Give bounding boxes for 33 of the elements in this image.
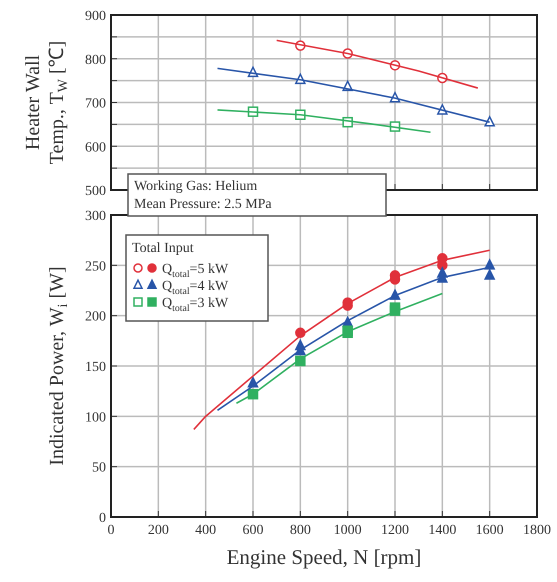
point xyxy=(484,116,495,127)
legend-label: Q$_{total}$=5 kW xyxy=(162,262,229,280)
x-tick-label: 1400 xyxy=(428,523,456,538)
x-tick-label: 400 xyxy=(195,523,216,538)
x-tick-label: 200 xyxy=(148,523,169,538)
annotation: Working Gas: Helium xyxy=(134,179,258,194)
line-series xyxy=(216,109,432,134)
x-tick-label: 600 xyxy=(242,523,264,538)
legend-title: Total Input xyxy=(132,241,194,256)
line-series xyxy=(276,40,479,89)
x-tick-label: 800 xyxy=(290,523,311,538)
y-tick-label: 50 xyxy=(92,460,106,476)
x-axis-title: Engine Speed, N [rpm] xyxy=(226,545,422,569)
line-series xyxy=(236,292,444,404)
legend-label: Q$_{total}$=4 kW xyxy=(162,279,229,297)
y-tick-label: 100 xyxy=(85,410,106,426)
x-tick-label: 1800 xyxy=(523,523,551,538)
y-tick-label: 150 xyxy=(85,360,106,375)
x-tick-label: 1200 xyxy=(381,523,409,538)
legend-label: Q$_{total}$=3 kW xyxy=(162,296,229,314)
note-box: Working Gas: Helium Mean Pressure: 2.5 MPa xyxy=(127,173,387,217)
x-tick-label: 1000 xyxy=(334,523,362,538)
y-tick-label: 250 xyxy=(85,259,106,274)
x-tick-label: 1600 xyxy=(476,523,504,538)
y-tick-label: 700 xyxy=(85,96,106,112)
y-tick-label: 600 xyxy=(85,140,106,156)
y-tick-label: 900 xyxy=(85,9,106,24)
point xyxy=(484,269,495,280)
y-tick-label: 500 xyxy=(85,184,106,199)
y-tick-label: 0 xyxy=(99,511,106,526)
y-tick-label: 300 xyxy=(85,209,106,224)
y-tick-label: 800 xyxy=(85,52,106,68)
y-tick-label: 200 xyxy=(85,310,106,325)
